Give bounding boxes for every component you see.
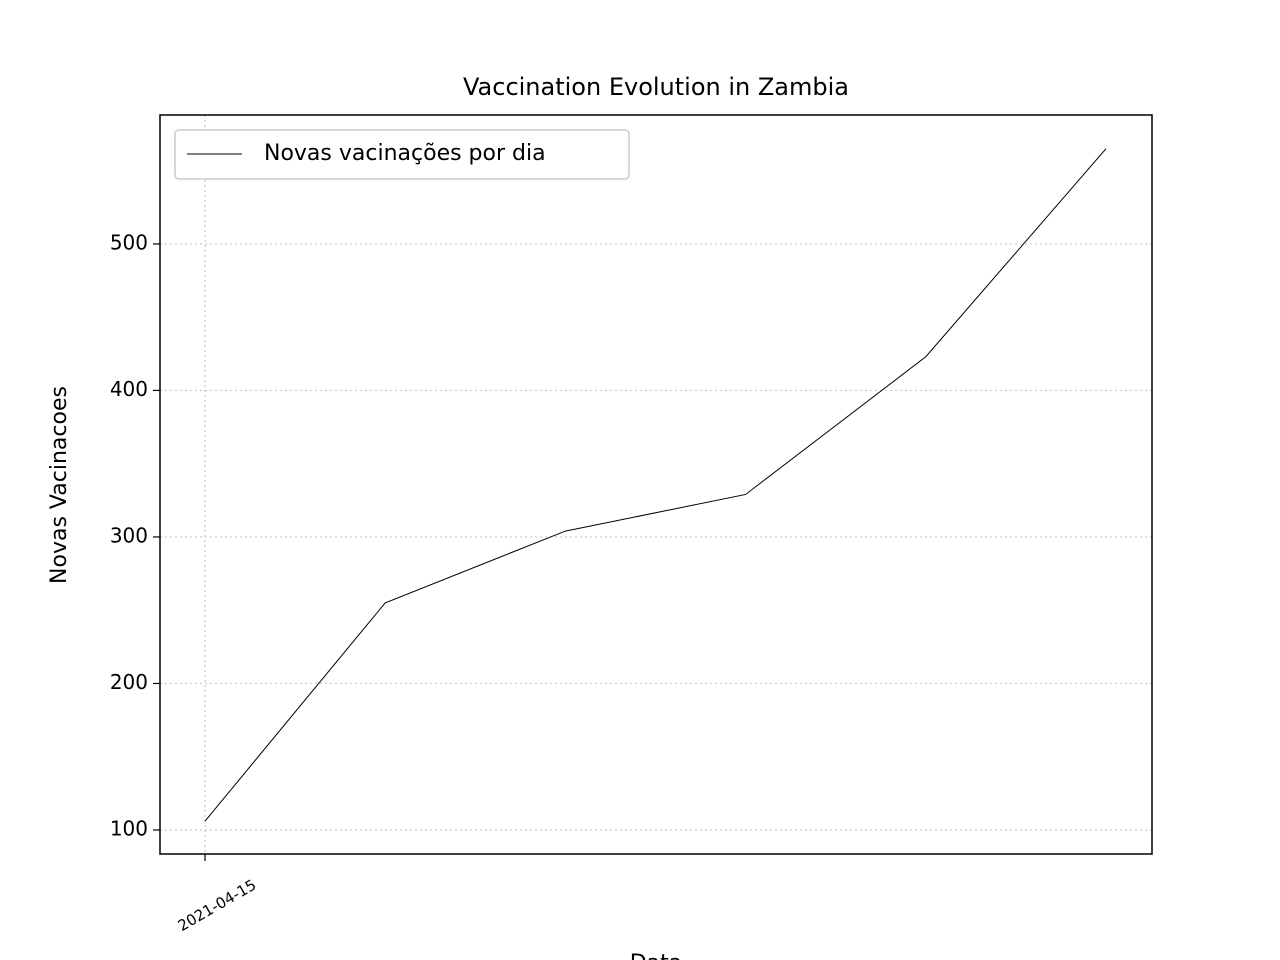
line bbox=[204, 148, 1107, 822]
y-tick-label: 200 bbox=[110, 670, 148, 694]
y-tick-label: 300 bbox=[110, 523, 148, 547]
y-tick-label: 400 bbox=[110, 377, 148, 401]
x-tick-label: 2021-04-15 bbox=[175, 876, 260, 935]
legend-box bbox=[174, 129, 630, 180]
x-axis-label: Data bbox=[630, 951, 683, 960]
plot-frame bbox=[159, 114, 1153, 855]
y-axis-label: Novas Vacinacoes bbox=[47, 386, 72, 584]
legend-label: Novas vacinações por dia bbox=[264, 141, 546, 166]
y-tick-label: 500 bbox=[110, 230, 148, 254]
y-tick-label: 100 bbox=[110, 816, 148, 840]
chart-title: Vaccination Evolution in Zambia bbox=[463, 73, 849, 101]
